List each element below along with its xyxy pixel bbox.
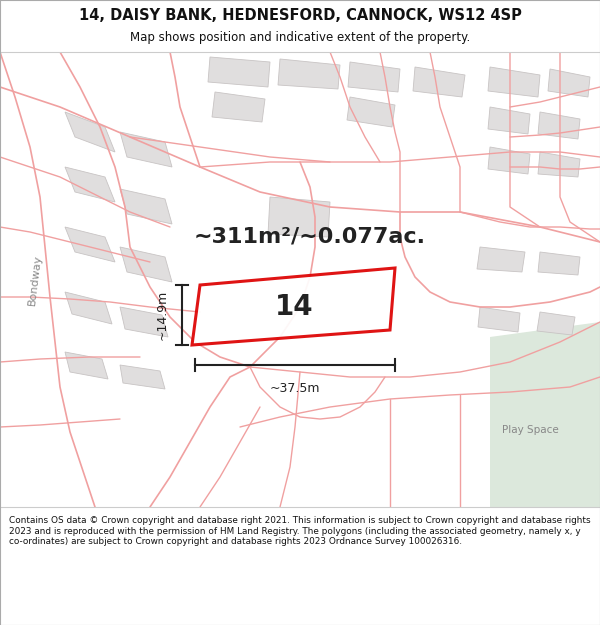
Polygon shape bbox=[537, 312, 575, 335]
Text: ~311m²/~0.077ac.: ~311m²/~0.077ac. bbox=[194, 227, 426, 247]
Polygon shape bbox=[120, 189, 172, 224]
Polygon shape bbox=[65, 292, 112, 324]
Text: Play Space: Play Space bbox=[502, 425, 559, 435]
Polygon shape bbox=[120, 307, 168, 337]
Text: 14: 14 bbox=[275, 293, 314, 321]
Polygon shape bbox=[120, 365, 165, 389]
Polygon shape bbox=[538, 112, 580, 139]
Polygon shape bbox=[538, 252, 580, 275]
Polygon shape bbox=[65, 352, 108, 379]
Text: Map shows position and indicative extent of the property.: Map shows position and indicative extent… bbox=[130, 31, 470, 44]
Polygon shape bbox=[65, 112, 115, 152]
Polygon shape bbox=[348, 62, 400, 92]
Polygon shape bbox=[65, 167, 115, 202]
Polygon shape bbox=[548, 69, 590, 97]
Polygon shape bbox=[208, 57, 270, 87]
Text: ~37.5m: ~37.5m bbox=[270, 381, 320, 394]
Polygon shape bbox=[347, 97, 395, 127]
Polygon shape bbox=[278, 59, 340, 89]
Text: ~14.9m: ~14.9m bbox=[155, 290, 169, 340]
Polygon shape bbox=[477, 247, 525, 272]
Polygon shape bbox=[538, 152, 580, 177]
Polygon shape bbox=[413, 67, 465, 97]
Polygon shape bbox=[488, 67, 540, 97]
Polygon shape bbox=[488, 107, 530, 134]
Text: Contains OS data © Crown copyright and database right 2021. This information is : Contains OS data © Crown copyright and d… bbox=[9, 516, 590, 546]
Polygon shape bbox=[268, 197, 330, 237]
Text: Bondway: Bondway bbox=[27, 254, 43, 306]
Polygon shape bbox=[490, 322, 600, 507]
Polygon shape bbox=[488, 147, 530, 174]
Polygon shape bbox=[212, 92, 265, 122]
Polygon shape bbox=[120, 247, 172, 282]
Polygon shape bbox=[192, 268, 395, 345]
Polygon shape bbox=[65, 227, 115, 262]
Polygon shape bbox=[478, 307, 520, 332]
Polygon shape bbox=[120, 132, 172, 167]
Text: 14, DAISY BANK, HEDNESFORD, CANNOCK, WS12 4SP: 14, DAISY BANK, HEDNESFORD, CANNOCK, WS1… bbox=[79, 8, 521, 23]
